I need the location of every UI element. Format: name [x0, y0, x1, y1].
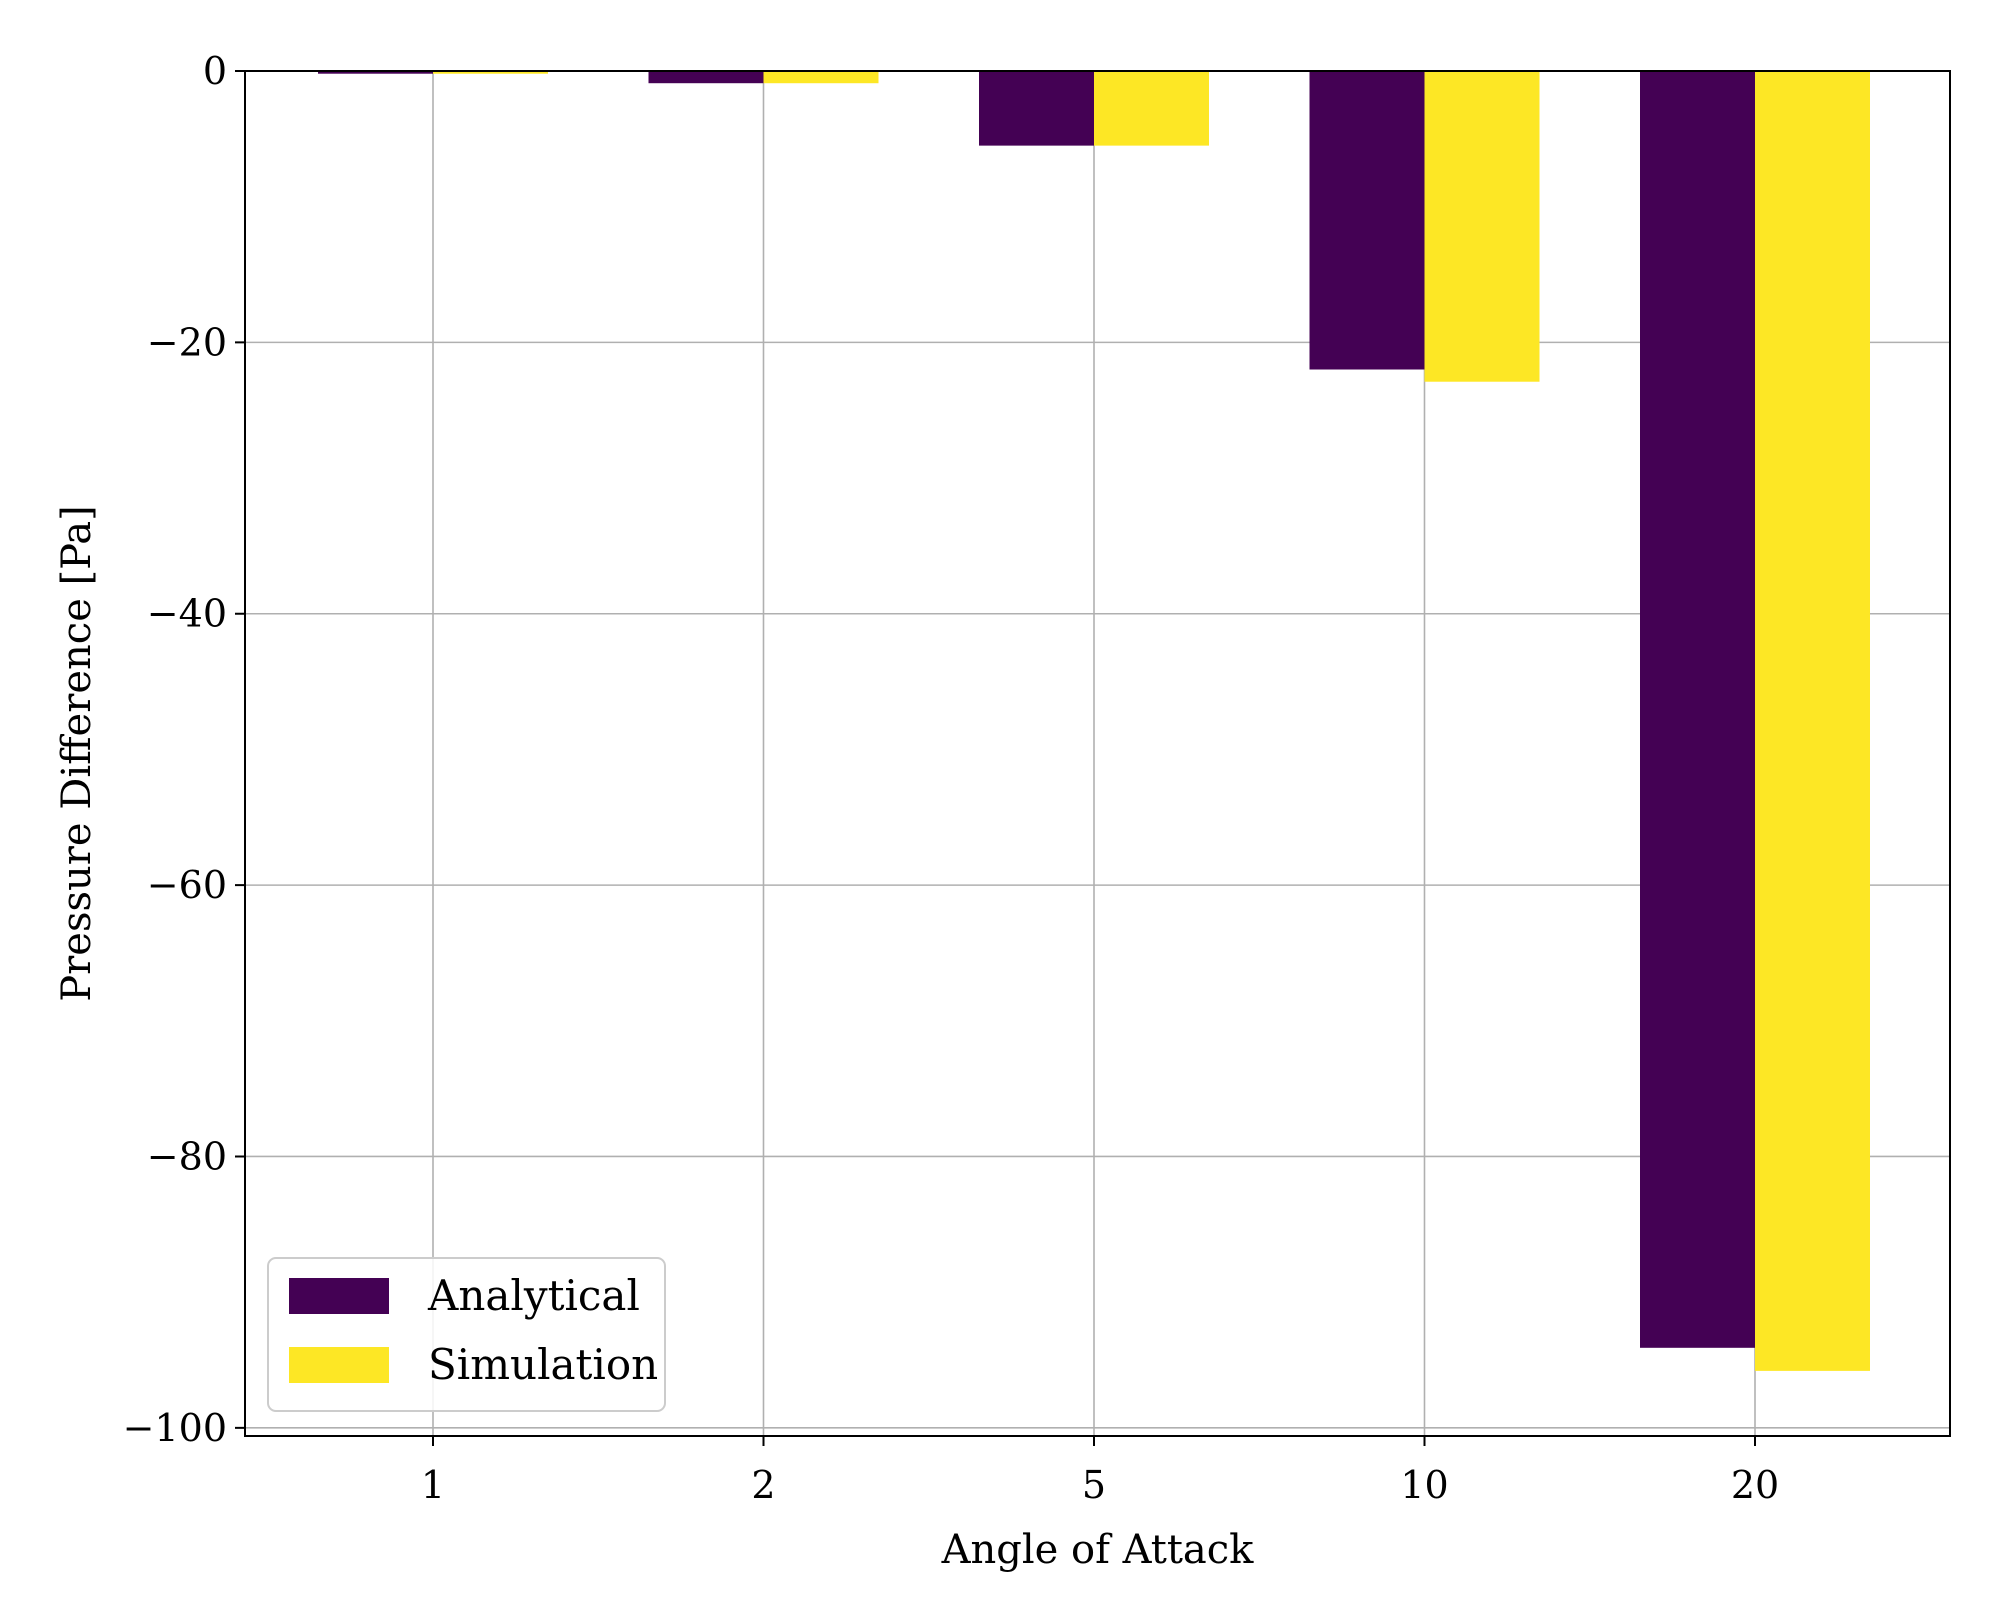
- y-tick-label: −80: [147, 1134, 227, 1178]
- bar-analytical-2: [648, 71, 764, 84]
- bars: [318, 71, 1870, 1371]
- axes-frame: [244, 70, 1951, 1437]
- bar-simulation-2: [763, 71, 879, 84]
- bar-simulation-1: [433, 71, 548, 74]
- legend-swatch-simulation: [289, 1347, 389, 1383]
- legend-label-analytical: Analytical: [427, 1271, 640, 1320]
- ticks: 0 −20 −40 −60 −80 −100 1 2 5 10 20: [123, 49, 1780, 1507]
- bar-analytical-5: [979, 71, 1094, 146]
- y-tick-label: −60: [147, 863, 227, 907]
- x-axis-label: Angle of Attack: [941, 1527, 1255, 1573]
- y-axis-label: Pressure Difference [Pa]: [54, 505, 100, 1002]
- x-tick-label: 2: [751, 1463, 775, 1507]
- y-tick-label: −20: [147, 320, 227, 364]
- x-tick-label: 5: [1082, 1463, 1106, 1507]
- legend-swatch-analytical: [289, 1278, 389, 1314]
- y-tick-label: 0: [203, 49, 227, 93]
- bar-simulation-10: [1424, 71, 1540, 382]
- legend: Analytical Simulation: [267, 1257, 666, 1412]
- legend-label-simulation: Simulation: [428, 1340, 658, 1389]
- x-tick-label: 10: [1400, 1463, 1448, 1507]
- bar-analytical-1: [318, 71, 433, 74]
- bar-simulation-20: [1755, 71, 1870, 1371]
- bar-analytical-20: [1640, 71, 1755, 1348]
- bar-simulation-5: [1094, 71, 1209, 146]
- y-tick-label: −100: [123, 1406, 227, 1450]
- y-tick-label: −40: [147, 592, 227, 636]
- x-tick-label: 20: [1731, 1463, 1779, 1507]
- x-tick-label: 1: [421, 1463, 445, 1507]
- bar-analytical-10: [1309, 71, 1425, 370]
